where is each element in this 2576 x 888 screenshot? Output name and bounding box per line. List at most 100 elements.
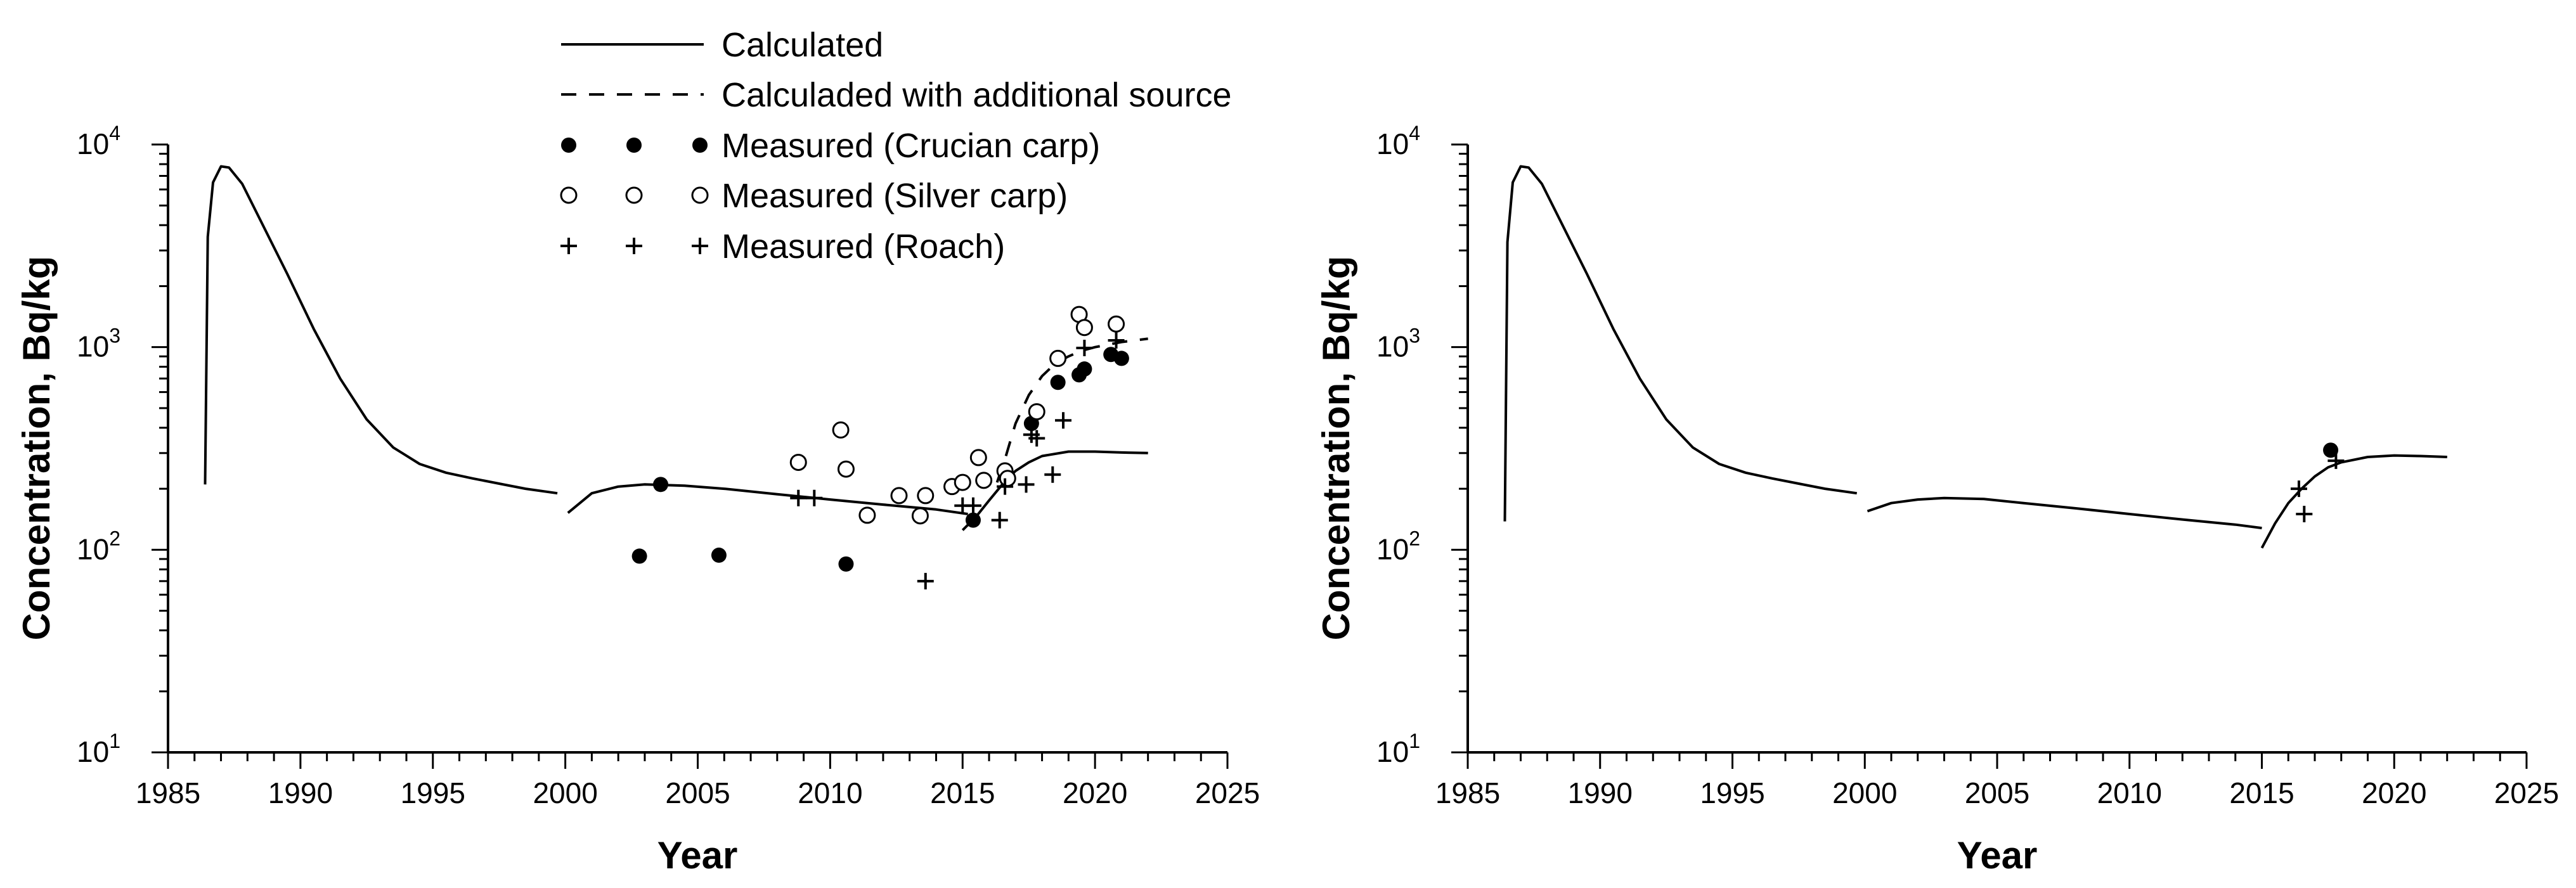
legend-label: Measured (Silver carp): [722, 177, 1068, 215]
left-roach-point: [964, 497, 981, 514]
left-crucian-carp-point: [1113, 351, 1129, 366]
legend-plus-marker: [560, 238, 577, 254]
right-x-tick-label: 2010: [2097, 776, 2162, 809]
left-silver-carp-point: [954, 473, 971, 491]
left-silver-carp-point: [1049, 349, 1067, 367]
legend-open-circle-marker: [625, 186, 643, 204]
left-panel: 1985 1990 1995 2000 2005 2010 2015 2020 2025 101…: [15, 122, 1260, 877]
left-silver-carp-point: [837, 460, 855, 478]
right-x-tick-label: 2025: [2494, 776, 2559, 809]
left-calculated-line: [961, 450, 1148, 531]
legend-label: Measured (Crucian carp): [722, 127, 1100, 165]
right-y-tick-label: 103: [1376, 325, 1420, 363]
legend-plus-marker: [626, 238, 642, 254]
tick-base: 10: [1376, 330, 1409, 363]
legend-filled-circle-marker: [692, 138, 708, 153]
legend-open-circle-marker: [691, 186, 709, 204]
tick-exponent: 3: [109, 325, 120, 347]
tick-exponent: 1: [109, 730, 120, 752]
right-roach-point: [2327, 452, 2345, 469]
right-x-axis-title: Year: [1957, 834, 2038, 877]
left-y-tick-label: 104: [77, 122, 120, 160]
left-roach-point: [1108, 331, 1125, 349]
left-x-tick-label: 1995: [401, 776, 465, 809]
right-y-tick-label: 102: [1376, 527, 1420, 565]
tick-base: 10: [1376, 127, 1409, 160]
left-x-tick-label: 2000: [533, 776, 597, 809]
left-y-tick-label: 102: [77, 527, 120, 565]
legend-entry-silver-carp: Measured (Silver carp): [560, 177, 1068, 215]
left-crucian-carp-point: [631, 548, 647, 564]
right-axes: [1466, 145, 2527, 754]
left-x-tick-label: 1990: [268, 776, 333, 809]
left-y-tick-label: 101: [77, 730, 120, 768]
left-y-tick-label: 103: [77, 325, 120, 363]
left-roach-point: [1044, 466, 1061, 483]
left-roach-point: [1054, 412, 1071, 429]
legend-entry-roach: Measured (Roach): [560, 228, 1005, 266]
left-x-ticks: 1985 1990 1995 2000 2005 2010 2015 2020 2025: [136, 752, 1260, 809]
right-roach-point: [2290, 480, 2307, 498]
legend: Calculated Calculaded with additional so…: [560, 26, 1232, 266]
left-crucian-carp-point: [1050, 375, 1066, 390]
legend-entry-calculated-additional-source: Calculaded with additional source: [561, 76, 1232, 114]
legend-open-circle-marker: [560, 186, 578, 204]
right-y-axis-title: Concentration, Bq/kg: [1315, 256, 1357, 641]
tick-base: 10: [77, 330, 109, 363]
tick-base: 10: [1376, 532, 1409, 565]
legend-label: Calculaded with additional source: [722, 76, 1232, 114]
left-x-axis-title: Year: [657, 834, 738, 877]
right-calculated-line: [1867, 496, 2262, 530]
left-silver-carp-point: [911, 507, 929, 525]
left-crucian-carp-point: [653, 477, 669, 492]
tick-base: 10: [77, 127, 109, 160]
left-silver-carp-point: [975, 472, 993, 489]
left-crucian-carp-point: [965, 512, 981, 528]
right-x-tick-label: 2005: [1965, 776, 2029, 809]
tick-exponent: 2: [109, 527, 120, 550]
left-silver-carp-point: [858, 506, 876, 524]
left-calculated-line: [567, 483, 968, 515]
left-x-tick-label: 2020: [1063, 776, 1127, 809]
left-roach-point: [790, 489, 807, 506]
legend-filled-circle-marker: [626, 138, 642, 153]
legend-label: Measured (Roach): [722, 228, 1005, 266]
left-x-tick-label: 2010: [798, 776, 862, 809]
tick-base: 10: [77, 735, 109, 768]
left-roach-point: [1028, 430, 1045, 447]
tick-exponent: 2: [1409, 527, 1420, 550]
tick-exponent: 3: [1409, 325, 1420, 347]
left-silver-carp-point: [789, 453, 807, 471]
right-y-tick-label: 104: [1376, 122, 1420, 160]
left-y-axis-title: Concentration, Bq/kg: [15, 256, 58, 641]
right-plot-area: [1503, 165, 2447, 549]
left-axes: [167, 145, 1227, 754]
left-calculated-line: [204, 165, 558, 495]
left-roach-point: [1018, 476, 1035, 493]
left-silver-carp-point: [1075, 319, 1093, 337]
right-crucian-carp-point: [2323, 442, 2339, 458]
left-silver-carp-point: [999, 470, 1016, 487]
right-x-tick-label: 1990: [1568, 776, 1633, 809]
left-crucian-carp-point: [838, 556, 854, 572]
right-calculated-line: [1503, 165, 1857, 522]
tick-base: 10: [77, 532, 109, 565]
left-silver-carp-point: [1108, 315, 1125, 333]
left-x-tick-label: 2005: [665, 776, 730, 809]
left-x-tick-label: 2025: [1195, 776, 1260, 809]
left-roach-point: [991, 512, 1008, 529]
right-calculated-line: [2260, 454, 2447, 549]
right-roach-point: [2296, 506, 2313, 523]
left-x-tick-label: 1985: [136, 776, 200, 809]
left-silver-carp-point: [1028, 403, 1045, 421]
left-crucian-carp-point: [1077, 361, 1092, 377]
left-x-tick-label: 2015: [930, 776, 995, 809]
tick-base: 10: [1376, 735, 1409, 768]
legend-entry-crucian-carp: Measured (Crucian carp): [561, 127, 1100, 165]
left-silver-carp-point: [969, 449, 987, 467]
left-roach-point: [997, 478, 1014, 495]
tick-exponent: 4: [1409, 122, 1420, 145]
